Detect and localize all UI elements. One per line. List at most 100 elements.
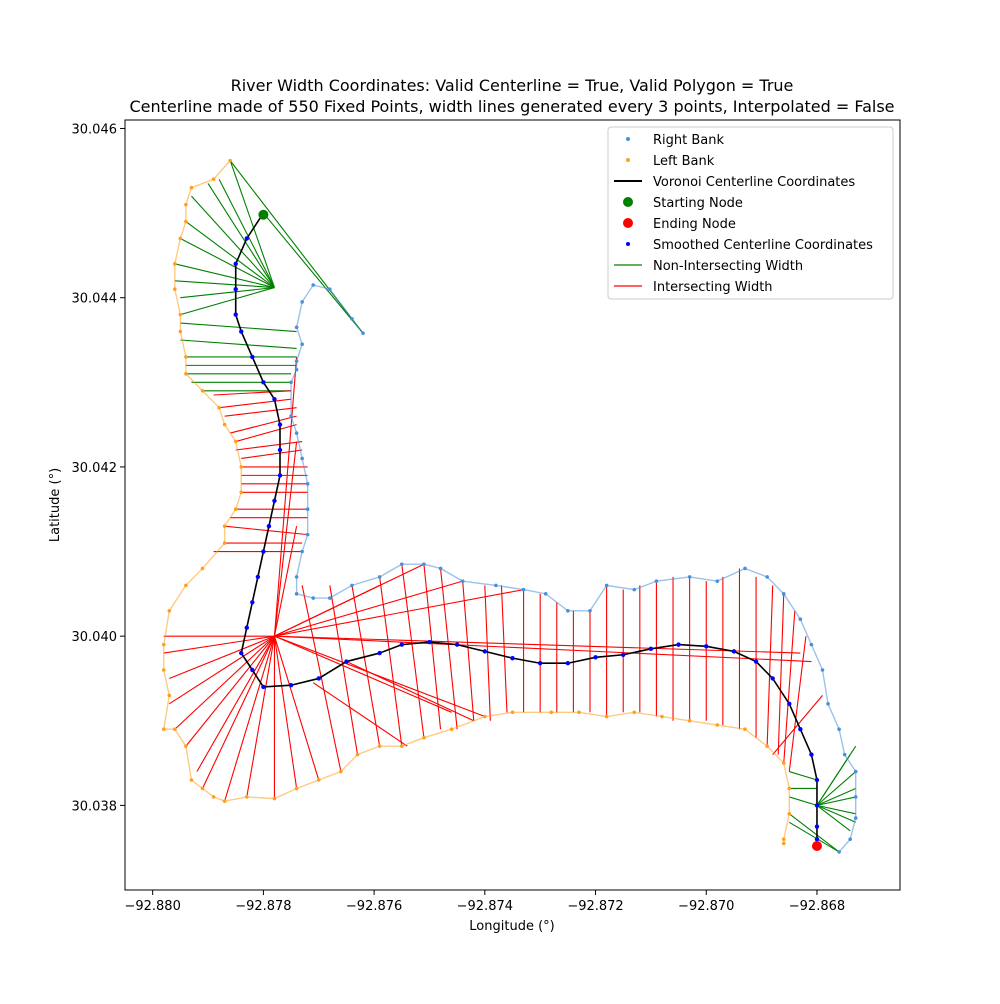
legend-entry: Non-Intersecting Width [614, 259, 803, 274]
smoothed-centerline-point [704, 644, 709, 649]
legend-marker-swatch [626, 137, 630, 141]
intersecting-width-line [274, 589, 524, 637]
right-bank-point [853, 816, 858, 820]
intersecting-width-line [273, 635, 320, 781]
left-bank-point [294, 786, 299, 791]
non-intersecting-width-line [789, 771, 818, 781]
intersecting-width-line [246, 636, 276, 798]
left-bank-point [483, 714, 487, 719]
left-bank-point [339, 769, 343, 774]
y-tick-label: 30.040 [72, 630, 118, 645]
right-bank-point [588, 608, 592, 613]
intersecting-width-line [301, 585, 342, 772]
smoothed-centerline-point [787, 701, 792, 707]
legend-entry: Left Bank [626, 154, 715, 169]
smoothed-centerline-point [233, 261, 238, 267]
x-tick-label: −92.870 [678, 899, 734, 914]
intersecting-width-line [777, 593, 785, 755]
smoothed-centerline-point [565, 661, 571, 666]
right-bank-point [289, 380, 293, 385]
intersecting-width-line [273, 356, 298, 637]
smoothed-centerline-point [261, 684, 266, 690]
left-bank-point [316, 778, 321, 782]
right-bank-point [328, 287, 332, 292]
left-bank-point [200, 566, 205, 571]
left-bank-point [217, 405, 221, 410]
legend-label: Non-Intersecting Width [653, 259, 803, 274]
smoothed-centerline-point [344, 659, 349, 664]
non-intersecting-width-line [816, 771, 857, 806]
left-bank-point [510, 710, 515, 715]
right-bank-point [798, 617, 803, 622]
y-axis: 30.038 30.040 30.042 30.044 30.046 [72, 122, 125, 814]
right-bank-point [765, 575, 769, 579]
right-bank-point [300, 549, 304, 554]
x-tick-label: −92.878 [235, 899, 291, 914]
intersecting-width-line [788, 636, 807, 772]
right-bank-point [350, 583, 354, 588]
legend-marker-swatch [623, 218, 633, 228]
right-bank-point [743, 566, 747, 571]
left-bank-point [189, 185, 194, 190]
non-intersecting-width-line [180, 287, 275, 316]
right-bank-point [853, 769, 858, 774]
left-bank-point [173, 262, 177, 266]
smoothed-centerline-point [770, 676, 775, 681]
left-bank-point [184, 355, 188, 359]
intersecting-width-line [202, 635, 275, 789]
right-bank-point [422, 562, 426, 567]
right-bank-point [654, 579, 659, 583]
x-tick-label: −92.876 [346, 899, 402, 914]
right-bank-point [294, 325, 299, 330]
left-bank-point [549, 710, 554, 715]
non-intersecting-width-line [185, 221, 275, 288]
intersecting-width-line [235, 440, 303, 451]
right-bank-point [305, 482, 310, 486]
right-bank-point [361, 331, 365, 336]
left-bank-point [632, 710, 637, 715]
right-bank-point [294, 359, 299, 363]
right-bank-point [687, 575, 692, 579]
intersecting-width-line [163, 635, 275, 654]
smoothed-centerline-point [399, 642, 404, 647]
right-bank-point [294, 431, 299, 435]
right-bank-point [566, 608, 570, 613]
legend-entry: Starting Node [623, 196, 743, 211]
smoothed-centerline-point [377, 650, 382, 656]
smoothed-centerline-point [261, 549, 266, 554]
smoothed-centerline-point [277, 447, 283, 453]
smoothed-centerline-point [676, 642, 681, 647]
left-bank-point [222, 799, 227, 803]
left-bank-point [233, 439, 238, 444]
intersecting-width-line [219, 398, 292, 409]
left-bank-point [222, 422, 227, 427]
intersecting-width-line [169, 635, 275, 679]
non-intersecting-width-line [191, 195, 275, 288]
right-bank-point [300, 300, 304, 304]
legend-label: Ending Node [653, 217, 736, 232]
smoothed-centerline-point [277, 422, 283, 427]
left-bank-point [449, 727, 454, 732]
right-bank-point [311, 596, 316, 600]
intersecting-width-line [224, 635, 275, 802]
smoothed-centerline-point [316, 676, 321, 681]
right-bank-point [715, 579, 720, 583]
left-bank-point [200, 786, 205, 791]
right-bank-point [294, 592, 299, 596]
intersecting-width-line [241, 449, 303, 460]
intersecting-width-line [273, 526, 298, 637]
left-bank-point [687, 718, 692, 723]
right-bank-point [837, 850, 841, 854]
intersecting-width-line [766, 585, 774, 747]
smoothed-centerline-point [454, 642, 460, 647]
non-intersecting-width-line [180, 322, 297, 333]
right-bank-point [543, 592, 548, 596]
left-bank-point [715, 723, 720, 727]
left-bank-point [173, 287, 177, 292]
right-bank-point [632, 587, 637, 592]
left-bank-point [272, 796, 277, 801]
right-bank-point [377, 575, 382, 579]
right-bank-point [438, 566, 443, 571]
left-bank-point [211, 177, 216, 182]
left-bank-point [161, 727, 166, 732]
